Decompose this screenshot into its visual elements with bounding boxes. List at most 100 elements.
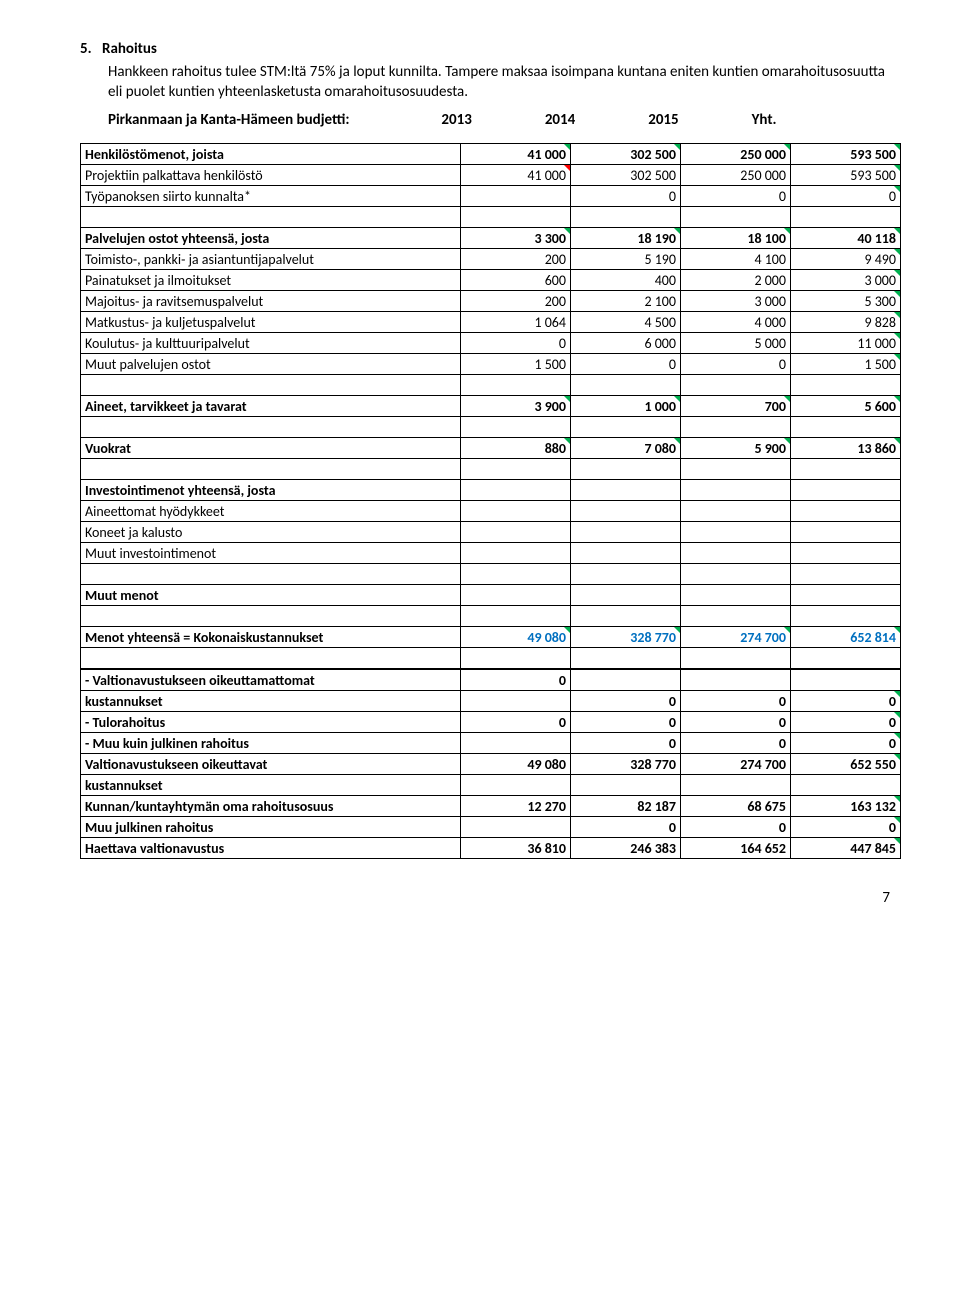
table-cell: 400 bbox=[571, 269, 681, 290]
table-cell bbox=[461, 690, 571, 711]
table-cell: 5 300 bbox=[791, 290, 901, 311]
table-row-label: Muut menot bbox=[81, 584, 461, 605]
table-cell: 0 bbox=[681, 732, 791, 753]
table-cell bbox=[571, 416, 681, 437]
table-cell: 200 bbox=[461, 248, 571, 269]
table-cell bbox=[681, 416, 791, 437]
table-cell bbox=[571, 647, 681, 669]
table-cell: 163 132 bbox=[791, 795, 901, 816]
table-row-label: Haettava valtionavustus bbox=[81, 837, 461, 858]
table-cell: 7 080 bbox=[571, 437, 681, 458]
table-cell bbox=[681, 669, 791, 691]
budget-year-total: Yht. bbox=[752, 111, 852, 129]
table-row-label: Investointimenot yhteensä, josta bbox=[81, 479, 461, 500]
table-row-label: - Tulorahoitus bbox=[81, 711, 461, 732]
table-cell bbox=[681, 206, 791, 227]
table-cell bbox=[791, 500, 901, 521]
table-row-label: Muut palvelujen ostot bbox=[81, 353, 461, 374]
table-cell: 274 700 bbox=[681, 753, 791, 774]
table-cell bbox=[81, 605, 461, 626]
section-heading: 5.Rahoitus bbox=[80, 40, 900, 58]
table-cell: 0 bbox=[681, 185, 791, 206]
table-cell: 5 000 bbox=[681, 332, 791, 353]
table-cell: 0 bbox=[681, 711, 791, 732]
table-row-label: Muu julkinen rahoitus bbox=[81, 816, 461, 837]
table-cell: 0 bbox=[571, 185, 681, 206]
table-cell: 6 000 bbox=[571, 332, 681, 353]
table-cell bbox=[791, 542, 901, 563]
table-cell bbox=[681, 563, 791, 584]
table-cell: 82 187 bbox=[571, 795, 681, 816]
table-row-label: Valtionavustukseen oikeuttavat bbox=[81, 753, 461, 774]
table-cell: 0 bbox=[461, 669, 571, 691]
table-cell bbox=[571, 479, 681, 500]
table-row-label: Koneet ja kalusto bbox=[81, 521, 461, 542]
table-cell bbox=[81, 458, 461, 479]
table-cell: 274 700 bbox=[681, 626, 791, 647]
table-cell: 250 000 bbox=[681, 143, 791, 164]
table-cell bbox=[461, 416, 571, 437]
table-cell bbox=[571, 521, 681, 542]
table-cell bbox=[571, 774, 681, 795]
table-row-label: Matkustus- ja kuljetuspalvelut bbox=[81, 311, 461, 332]
table-cell: 1 500 bbox=[461, 353, 571, 374]
table-cell: 0 bbox=[461, 711, 571, 732]
budget-year-2015: 2015 bbox=[648, 111, 748, 129]
table-cell: 164 652 bbox=[681, 837, 791, 858]
table-cell bbox=[571, 458, 681, 479]
table-cell bbox=[571, 206, 681, 227]
table-cell: 5 190 bbox=[571, 248, 681, 269]
table-row-label: Menot yhteensä = Kokonaiskustannukset bbox=[81, 626, 461, 647]
table-cell bbox=[571, 500, 681, 521]
table-cell bbox=[461, 500, 571, 521]
table-cell bbox=[461, 774, 571, 795]
table-cell bbox=[791, 206, 901, 227]
table-cell: 2 000 bbox=[681, 269, 791, 290]
table-cell bbox=[461, 374, 571, 395]
table-cell bbox=[461, 479, 571, 500]
table-cell: 49 080 bbox=[461, 626, 571, 647]
page-number: 7 bbox=[80, 889, 900, 907]
table-cell bbox=[791, 479, 901, 500]
table-cell: 600 bbox=[461, 269, 571, 290]
table-cell bbox=[571, 563, 681, 584]
table-cell: 41 000 bbox=[461, 164, 571, 185]
table-cell: 0 bbox=[681, 816, 791, 837]
table-row-label: Palvelujen ostot yhteensä, josta bbox=[81, 227, 461, 248]
table-cell: 200 bbox=[461, 290, 571, 311]
table-cell bbox=[681, 584, 791, 605]
table-cell: 4 000 bbox=[681, 311, 791, 332]
table-cell: 0 bbox=[791, 711, 901, 732]
budget-table: Henkilöstömenot, joista41 000302 500250 … bbox=[80, 143, 901, 859]
table-cell bbox=[571, 669, 681, 691]
table-cell: 593 500 bbox=[791, 164, 901, 185]
table-row-label: - Valtionavustukseen oikeuttamattomat bbox=[81, 669, 461, 691]
table-cell bbox=[791, 374, 901, 395]
table-cell: 250 000 bbox=[681, 164, 791, 185]
table-cell bbox=[681, 521, 791, 542]
section-title: Rahoitus bbox=[102, 40, 157, 58]
table-row-label: kustannukset bbox=[81, 774, 461, 795]
table-cell: 5 600 bbox=[791, 395, 901, 416]
table-cell: 9 828 bbox=[791, 311, 901, 332]
table-cell: 0 bbox=[791, 690, 901, 711]
table-row-label: Aineet, tarvikkeet ja tavarat bbox=[81, 395, 461, 416]
table-cell bbox=[681, 500, 791, 521]
table-cell bbox=[461, 206, 571, 227]
table-cell: 3 000 bbox=[681, 290, 791, 311]
table-cell: 3 000 bbox=[791, 269, 901, 290]
table-cell: 5 900 bbox=[681, 437, 791, 458]
table-cell bbox=[681, 605, 791, 626]
table-cell bbox=[461, 458, 571, 479]
table-cell bbox=[571, 542, 681, 563]
table-cell: 68 675 bbox=[681, 795, 791, 816]
table-cell bbox=[461, 816, 571, 837]
table-cell bbox=[461, 563, 571, 584]
table-cell: 0 bbox=[681, 353, 791, 374]
table-cell bbox=[681, 374, 791, 395]
budget-header-line: Pirkanmaan ja Kanta-Hämeen budjetti: 201… bbox=[108, 111, 900, 129]
table-cell: 328 770 bbox=[571, 626, 681, 647]
table-cell bbox=[81, 374, 461, 395]
table-cell bbox=[791, 605, 901, 626]
table-row-label: - Muu kuin julkinen rahoitus bbox=[81, 732, 461, 753]
